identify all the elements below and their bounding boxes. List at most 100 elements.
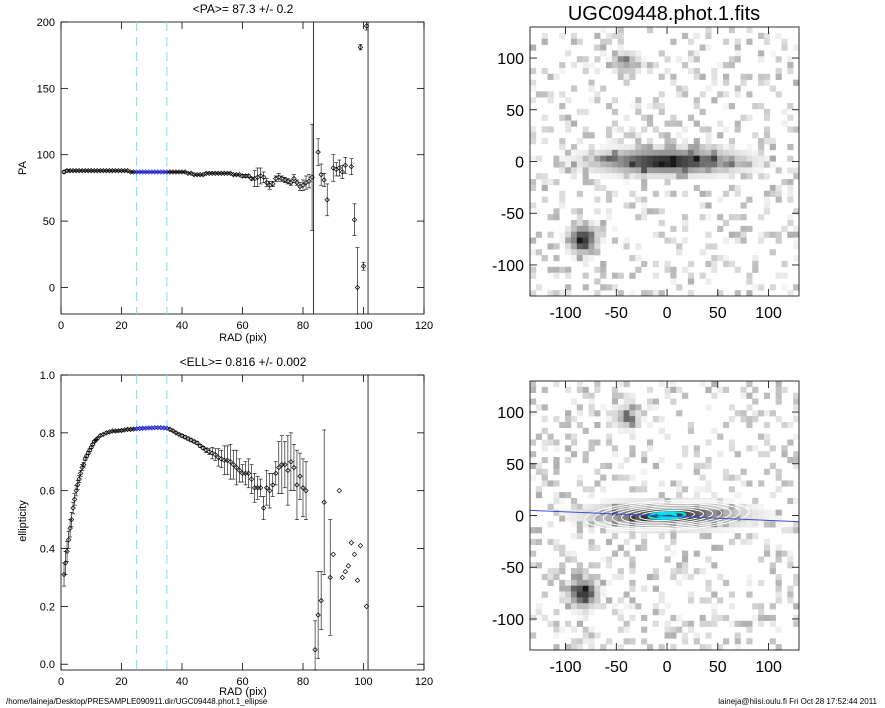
image-pixel — [594, 381, 601, 388]
data-point — [74, 482, 81, 488]
image-pixel — [699, 503, 706, 510]
image-pixel — [576, 138, 583, 145]
image-pixel — [541, 126, 548, 133]
image-pixel — [693, 184, 700, 192]
image-pixel — [746, 515, 753, 522]
image-pixel — [646, 155, 654, 162]
image-pixel — [705, 556, 712, 563]
image-pixel — [758, 556, 765, 563]
image-pixel — [600, 603, 607, 610]
image-pixel — [734, 120, 741, 127]
image-pixel — [752, 255, 759, 262]
image-pixel — [670, 138, 677, 145]
image-pixel — [670, 114, 677, 121]
image-pixel — [594, 585, 601, 592]
image-pixel — [775, 416, 782, 423]
image-pixel — [559, 568, 566, 575]
image-pixel — [763, 614, 771, 622]
image-pixel — [623, 503, 630, 510]
data-point — [354, 577, 361, 584]
image-pixel — [758, 167, 765, 174]
image-pixel — [611, 515, 619, 522]
image-pixel — [553, 255, 560, 262]
image-pixel — [623, 67, 630, 75]
image-pixel — [635, 410, 642, 417]
image-pixel — [652, 103, 659, 110]
image-pixel — [740, 214, 747, 221]
image-pixel — [699, 73, 706, 80]
image-pixel — [699, 155, 706, 162]
image-pixel — [570, 143, 578, 151]
image-pixel — [576, 237, 583, 244]
image-pixel — [769, 231, 776, 238]
image-pixel — [623, 56, 630, 63]
image-pixel — [553, 290, 560, 297]
image-pixel — [541, 114, 548, 121]
image-pixel — [570, 556, 578, 563]
image-pixel — [611, 410, 619, 417]
image-pixel — [594, 208, 601, 215]
image-pixel — [570, 38, 578, 45]
image-pixel — [582, 427, 589, 434]
data-point — [342, 162, 349, 169]
image-pixel — [606, 103, 613, 110]
data-point — [64, 548, 70, 555]
image-pixel — [641, 509, 648, 516]
image-pixel — [711, 609, 718, 616]
image-pixel — [611, 50, 619, 57]
image-pixel — [646, 421, 654, 429]
image-pixel — [769, 155, 776, 162]
pa-title: <PA>= 87.3 +/- 0.2 — [193, 2, 294, 16]
image-pixel — [576, 38, 583, 45]
image-pixel — [670, 497, 677, 505]
image-pixel — [582, 167, 589, 174]
image-pixel — [641, 149, 648, 156]
image-pixel — [717, 527, 724, 534]
image-pixel — [594, 544, 601, 551]
image-pixel — [646, 573, 654, 581]
image-pixel — [775, 515, 782, 522]
image-pixel — [740, 410, 747, 417]
image-pixel — [576, 386, 583, 393]
image-pixel — [793, 410, 800, 417]
image-pixel — [682, 225, 689, 232]
image-pixel — [711, 79, 718, 86]
image-pixel — [553, 480, 560, 487]
image-pixel — [623, 243, 630, 250]
y-tick-label: 150 — [37, 83, 55, 95]
image-pixel — [699, 214, 706, 221]
image-pixel — [734, 85, 741, 92]
image-pixel — [629, 126, 636, 133]
image-pixel — [699, 597, 706, 604]
image-pixel — [641, 208, 648, 215]
image-pixel — [781, 272, 788, 279]
image-pixel — [775, 398, 782, 405]
image-pixel — [547, 433, 554, 440]
image-pixel — [594, 237, 601, 244]
image-pixel — [658, 503, 665, 510]
image-pixel — [746, 538, 753, 546]
image-pixel — [576, 381, 583, 388]
data-point — [315, 149, 321, 155]
image-pixel — [570, 573, 578, 581]
image-pixel — [670, 190, 677, 197]
image-pixel — [658, 149, 665, 156]
image-pixel — [594, 290, 601, 297]
pa-panel: <PA>= 87.3 +/- 0.2 0 20 40 60 80 100 120050100… — [17, 2, 433, 344]
image-pixel — [752, 509, 759, 516]
image-pixel — [582, 585, 589, 592]
image-pixel — [588, 503, 595, 510]
image-pixel — [717, 214, 724, 221]
image-pixel — [582, 108, 589, 116]
image-pixel — [734, 503, 741, 510]
image-pixel — [635, 515, 642, 522]
image-pixel — [705, 85, 712, 92]
image-pixel — [676, 243, 683, 250]
image-pixel — [775, 91, 782, 98]
image-pixel — [530, 132, 537, 139]
image-pixel — [553, 457, 560, 464]
image-pixel — [646, 27, 654, 34]
image-pixel — [746, 278, 753, 285]
image-pixel — [717, 509, 724, 516]
image-pixel — [693, 503, 700, 510]
